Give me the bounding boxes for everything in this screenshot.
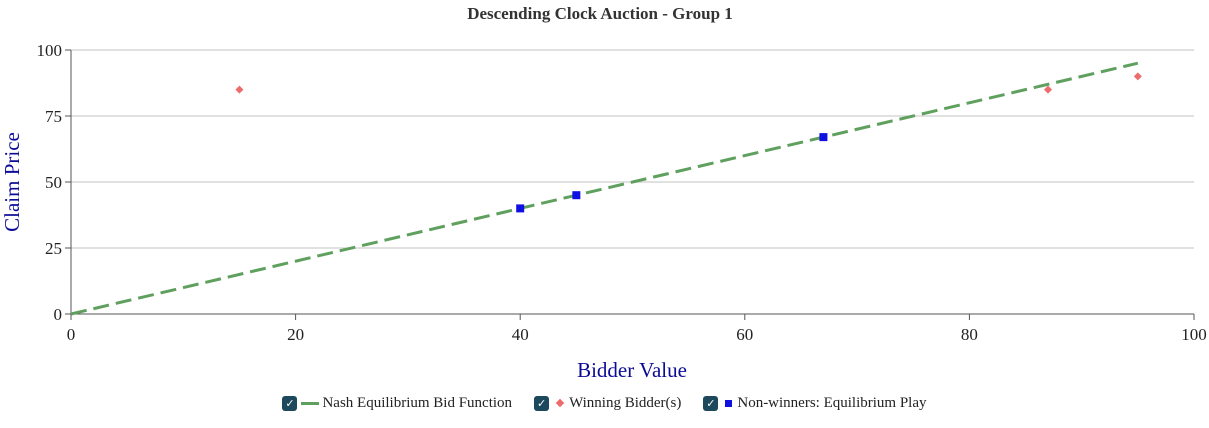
axes: 0 25 50 75 100 0 20 40 60 80 100 [37,41,1207,344]
checkbox-checked-icon[interactable]: ✓ [534,395,550,411]
legend-item-non-winners[interactable]: ✓ Non-winners: Equilibrium Play [703,394,927,412]
grid [71,49,1194,249]
winning-bidder-point [1133,72,1142,81]
plot-area [70,61,1142,316]
legend: ✓ Nash Equilibrium Bid Function ✓ Winnin… [0,391,1209,415]
x-tick-label: 80 [961,325,978,344]
x-tick-label: 40 [512,325,529,344]
non-winner-point [572,191,581,200]
dashed-line-swatch-icon [301,401,320,405]
x-tick-label: 20 [287,325,304,344]
x-tick-label: 60 [736,325,753,344]
winning-bidder-point [1044,85,1053,94]
legend-label: Winning Bidder(s) [569,394,682,411]
chart-title: Descending Clock Auction - Group 1 [467,4,733,23]
winning-bidder-point [235,85,244,94]
y-tick-label: 50 [45,173,62,192]
y-tick-label: 0 [54,305,63,324]
non-winner-point [516,204,525,213]
diamond-marker-icon [555,398,565,408]
non-winner-point [819,133,828,142]
y-tick-label: 75 [45,107,62,126]
x-tick-label: 100 [1181,325,1207,344]
checkbox-checked-icon[interactable]: ✓ [703,395,719,411]
legend-label: Nash Equilibrium Bid Function [322,394,513,411]
y-axis-title: Claim Price [0,132,24,232]
legend-label: Non-winners: Equilibrium Play [737,394,927,411]
series-line-nash-equilibrium [70,61,1139,316]
square-marker-icon [725,399,733,407]
y-tick-label: 25 [45,239,62,258]
x-tick-label: 0 [67,325,76,344]
y-tick-label: 100 [37,41,63,60]
checkbox-checked-icon[interactable]: ✓ [282,395,298,411]
legend-item-winning-bidders[interactable]: ✓ Winning Bidder(s) [534,395,681,412]
x-axis-title: Bidder Value [577,358,687,382]
legend-item-nash-equilibrium[interactable]: ✓ Nash Equilibrium Bid Function [282,395,512,412]
